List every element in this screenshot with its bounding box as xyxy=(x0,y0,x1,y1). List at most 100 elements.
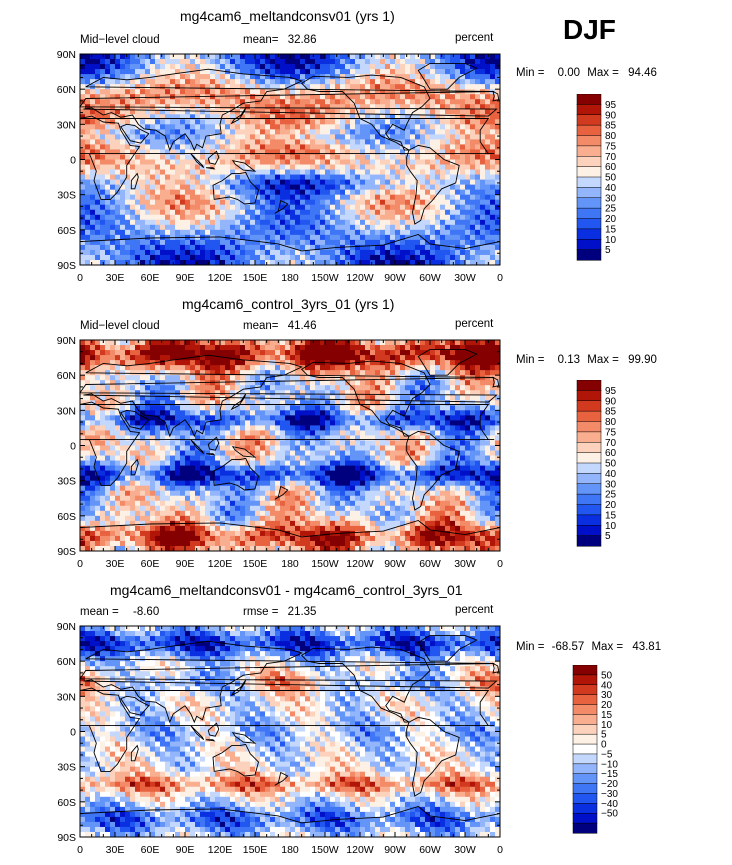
colorbar-swatch xyxy=(576,114,602,126)
panel-1-min-max: Min = 0.00 Max = 94.46 xyxy=(516,67,657,79)
lon-tick-label: 120E xyxy=(208,844,233,856)
colorbar-swatch xyxy=(572,803,598,814)
colorbar-label: 95 xyxy=(605,100,617,111)
colorbar-swatch xyxy=(572,665,598,676)
lat-tick-label: 90S xyxy=(57,832,76,844)
colorbar-swatch xyxy=(576,197,602,209)
colorbar-label: −10 xyxy=(601,759,618,770)
lon-tick-label: 150E xyxy=(243,272,268,284)
lat-tick-label: 60S xyxy=(57,511,76,523)
panel-1-mean-label: mean= xyxy=(243,34,279,46)
panel-1-min-label: Min = xyxy=(516,67,545,79)
coastline-australia xyxy=(212,457,260,491)
panel-2-min-value: 0.13 xyxy=(557,354,581,366)
coastline-africa xyxy=(79,687,495,772)
lon-tick-label: 30E xyxy=(106,558,125,570)
lat-tick-label: 90N xyxy=(57,335,76,347)
lon-tick-label: 90W xyxy=(384,272,406,284)
panel-1-variable-label: Mid−level cloud xyxy=(80,34,160,46)
colorbar-swatch xyxy=(576,390,602,402)
panel-2-units: percent xyxy=(455,318,494,330)
panel-1-mean: mean= 32.86 xyxy=(243,34,316,46)
coastline-borneo xyxy=(207,150,220,165)
coastline-new-zealand xyxy=(274,199,289,214)
lon-tick-label: 150E xyxy=(243,558,268,570)
colorbar-swatch xyxy=(572,753,598,765)
lat-tick-label: 60N xyxy=(57,370,76,382)
coastline-north-america xyxy=(300,74,431,151)
colorbar-swatch xyxy=(576,514,602,526)
coastline-north-america xyxy=(300,646,431,723)
lat-tick-label: 30S xyxy=(57,762,76,774)
colorbar-swatch xyxy=(576,380,602,391)
lat-tick-label: 90N xyxy=(57,621,76,633)
lat-tick-label: 0 xyxy=(70,727,76,739)
colorbar-swatch xyxy=(572,812,598,824)
colorbar-swatch xyxy=(576,535,602,547)
colorbar-swatch xyxy=(572,822,598,834)
lon-tick-label: 0 xyxy=(497,558,503,570)
colorbar-label: 0 xyxy=(601,740,607,751)
lon-tick-label: 60W xyxy=(419,272,441,284)
colorbar-swatch xyxy=(576,493,602,506)
coastline-indonesia-1 xyxy=(190,153,205,169)
panel-2-variable-label: Mid−level cloud xyxy=(80,320,160,332)
colorbar-swatch xyxy=(572,724,598,735)
colorbar-label: 30 xyxy=(601,690,613,701)
panel-2-min-label: Min = xyxy=(516,354,545,366)
colorbar-label: 80 xyxy=(605,417,617,428)
colorbar-label: 40 xyxy=(601,680,613,691)
colorbar-label: 60 xyxy=(605,162,617,173)
panel-1-max-value: 94.46 xyxy=(628,67,657,79)
colorbar-swatch xyxy=(572,763,598,775)
lat-tick-label: 30N xyxy=(57,119,76,131)
lon-tick-label: 180 xyxy=(281,558,299,570)
coastline-madagascar xyxy=(130,172,139,190)
colorbar-swatch xyxy=(576,228,602,240)
panel-1-units: percent xyxy=(455,32,494,44)
lon-tick-label: 90E xyxy=(176,272,195,284)
colorbar-swatch xyxy=(576,431,602,443)
lat-tick-label: 30N xyxy=(57,405,76,417)
colorbar-swatch xyxy=(572,684,598,696)
colorbar-swatch xyxy=(576,525,602,537)
colorbar-label: 10 xyxy=(605,235,617,246)
coastline-europe-asia xyxy=(79,68,498,152)
colorbar-label: −20 xyxy=(601,779,618,790)
colorbar-label: 5 xyxy=(605,531,611,542)
season-label: DJF xyxy=(563,14,616,45)
colorbar-label: 25 xyxy=(605,490,617,501)
panel-3-min-max: Min = -68.57 Max = 43.81 xyxy=(516,641,661,653)
panel-3-rmse-label: rmse = xyxy=(243,606,279,618)
panel-2-mean-label: mean= xyxy=(243,320,279,332)
panel-3-units: percent xyxy=(455,604,494,616)
colorbar-label: −5 xyxy=(601,749,613,760)
lat-tick-label: 60S xyxy=(57,797,76,809)
coastline-europe-asia xyxy=(79,354,498,438)
colorbar-swatch xyxy=(576,176,602,188)
colorbar-swatch xyxy=(576,452,602,464)
colorbar-swatch xyxy=(576,104,602,116)
lat-tick-label: 30S xyxy=(57,476,76,488)
coastline-japan xyxy=(230,393,247,411)
lon-tick-label: 0 xyxy=(77,844,83,856)
panel-2-max-label: Max = xyxy=(587,354,619,366)
colorbar-label: 85 xyxy=(605,407,617,418)
panel-3-rmse-value: 21.35 xyxy=(287,606,317,618)
panel-3-min-value: -68.57 xyxy=(551,641,585,653)
colorbar-label: 75 xyxy=(605,427,617,438)
colorbar-label: 5 xyxy=(605,245,611,256)
coastline-new-guinea xyxy=(231,446,257,458)
coastline-indonesia-1 xyxy=(190,725,205,741)
coastline-greenland xyxy=(417,348,478,376)
lon-tick-label: 120W xyxy=(346,272,374,284)
colorbar-swatch xyxy=(576,462,602,474)
coastline-australia xyxy=(212,171,260,205)
colorbar-label: 50 xyxy=(601,670,613,681)
lat-tick-label: 60N xyxy=(57,84,76,96)
lon-tick-label: 180 xyxy=(281,272,299,284)
colorbar-swatch xyxy=(572,714,598,725)
coastline-indonesia-1 xyxy=(190,439,205,455)
